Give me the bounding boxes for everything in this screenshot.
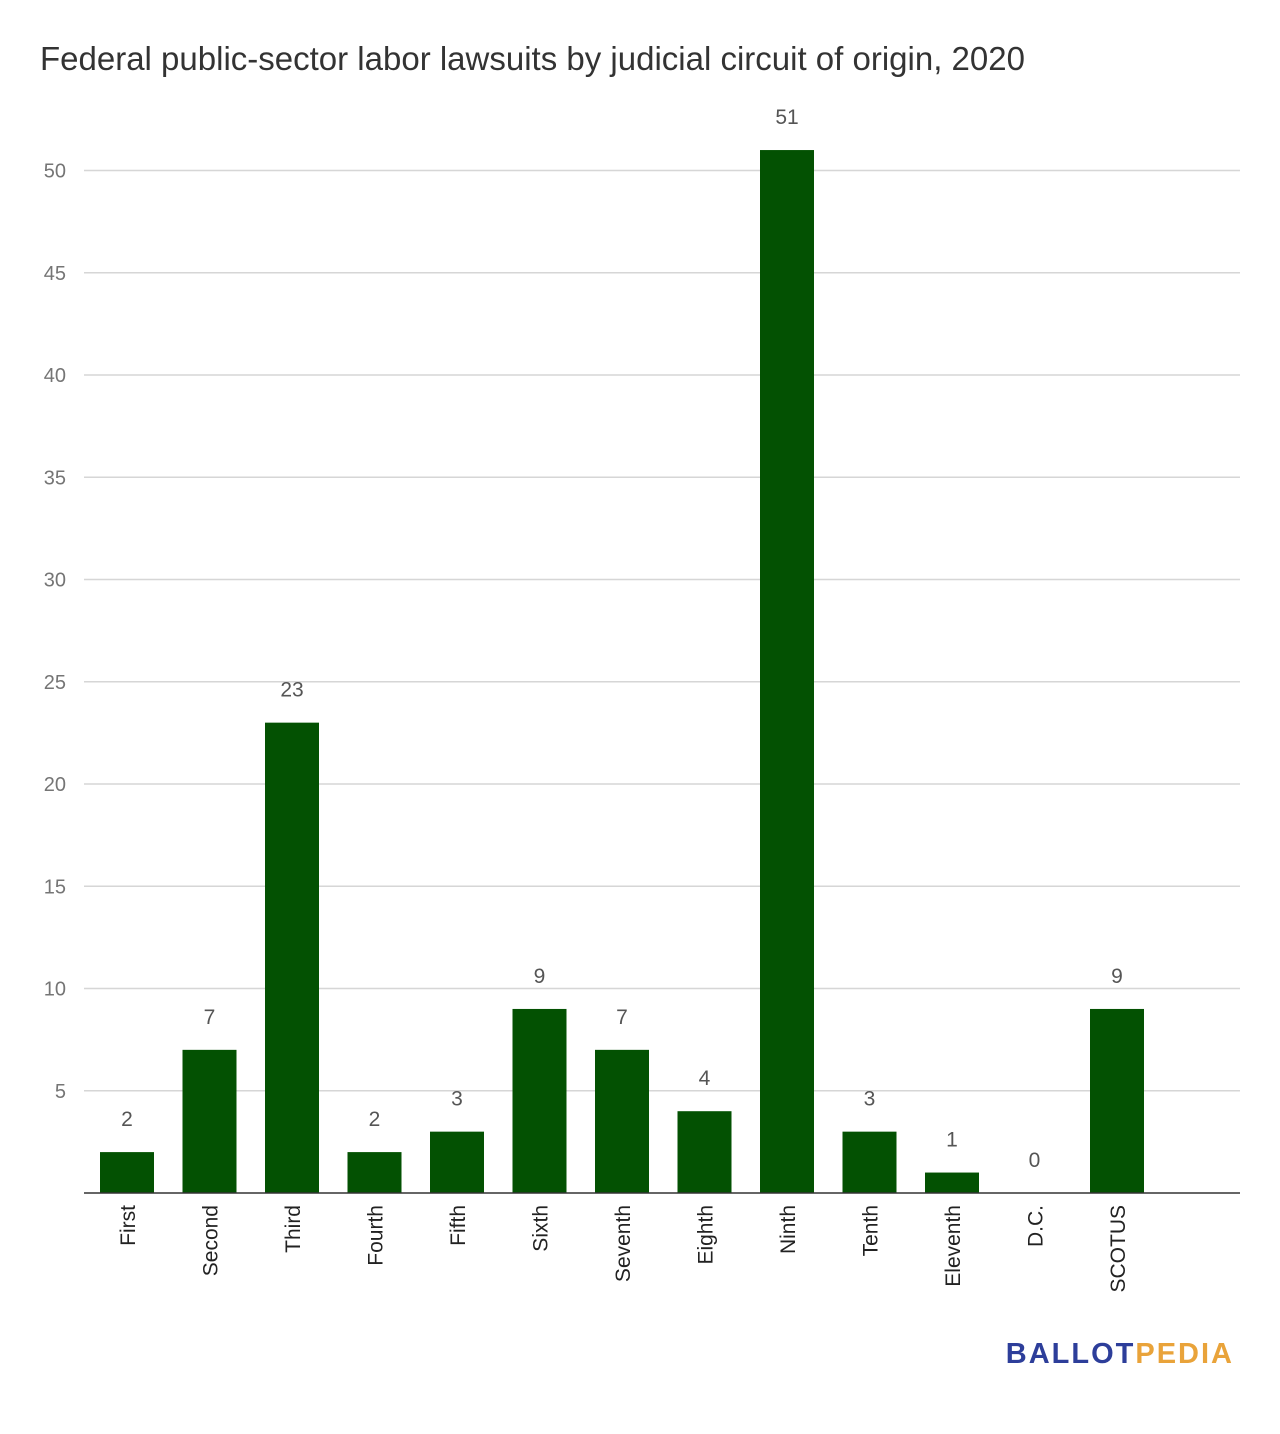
category-label-first: First — [117, 1205, 140, 1246]
category-label-scotus: SCOTUS — [1107, 1205, 1130, 1293]
logo-part-pedia: PEDIA — [1135, 1338, 1234, 1370]
data-label-ninth: 51 — [775, 106, 798, 129]
category-label-ninth: Ninth — [777, 1205, 800, 1254]
data-label-scotus: 9 — [1111, 965, 1123, 988]
category-label-sixth: Sixth — [530, 1205, 553, 1252]
y-tick-label-5: 5 — [55, 1081, 66, 1103]
data-label-eighth: 4 — [699, 1067, 711, 1090]
category-label-fourth: Fourth — [365, 1205, 388, 1266]
y-tick-label-25: 25 — [44, 672, 66, 694]
y-tick-label-30: 30 — [44, 570, 66, 592]
bar-sixth — [512, 1008, 567, 1193]
gridlines — [84, 169, 1240, 1092]
bar-scotus — [1090, 1008, 1144, 1193]
bar-seventh — [595, 1049, 649, 1193]
bar-eighth — [677, 1111, 732, 1193]
bar-first — [100, 1152, 154, 1193]
data-label-third: 23 — [280, 679, 303, 702]
category-label-second: Second — [200, 1205, 223, 1276]
category-labels: First Second Third Fourth Fifth Sixth Seventh E… — [117, 1205, 1130, 1293]
ballotpedia-logo: BALLOTPEDIA — [1006, 1338, 1234, 1371]
data-label-fifth: 3 — [451, 1088, 463, 1111]
category-label-tenth: Tenth — [860, 1205, 883, 1256]
bar-third — [265, 722, 319, 1193]
bar-fourth — [347, 1152, 402, 1193]
category-label-fifth: Fifth — [447, 1205, 470, 1246]
bar-eleventh — [925, 1172, 979, 1193]
category-label-eleventh: Eleventh — [942, 1205, 965, 1287]
logo-part-ballot: BALLOT — [1005, 1338, 1136, 1370]
y-axis-ticks: 5 10 15 20 25 30 35 40 45 50 — [44, 161, 66, 1103]
data-label-d-c: 0 — [1029, 1149, 1041, 1172]
category-label-eighth: Eighth — [695, 1205, 718, 1265]
data-label-eleventh: 1 — [946, 1129, 958, 1152]
y-tick-label-45: 45 — [44, 263, 66, 285]
y-tick-label-50: 50 — [44, 161, 66, 183]
category-label-seventh: Seventh — [612, 1205, 635, 1282]
data-label-sixth: 9 — [534, 965, 546, 988]
data-label-first: 2 — [121, 1108, 133, 1131]
y-tick-label-10: 10 — [44, 979, 66, 1001]
y-tick-label-40: 40 — [44, 365, 66, 387]
y-tick-label-15: 15 — [44, 876, 66, 898]
y-tick-label-20: 20 — [44, 774, 66, 796]
data-label-seventh: 7 — [616, 1006, 628, 1029]
bar-ninth — [760, 150, 814, 1193]
data-label-second: 7 — [204, 1006, 216, 1029]
chart-title: Federal public-sector labor lawsuits by … — [40, 40, 1025, 77]
bar-fifth — [430, 1131, 484, 1193]
data-label-fourth: 2 — [369, 1108, 381, 1131]
category-label-third: Third — [282, 1205, 305, 1253]
category-label-d-c: D.C. — [1025, 1205, 1048, 1247]
bars — [100, 150, 1144, 1193]
data-label-tenth: 3 — [864, 1088, 876, 1111]
bar-tenth — [842, 1131, 897, 1193]
y-tick-label-35: 35 — [44, 467, 66, 489]
bar-second — [182, 1049, 237, 1193]
